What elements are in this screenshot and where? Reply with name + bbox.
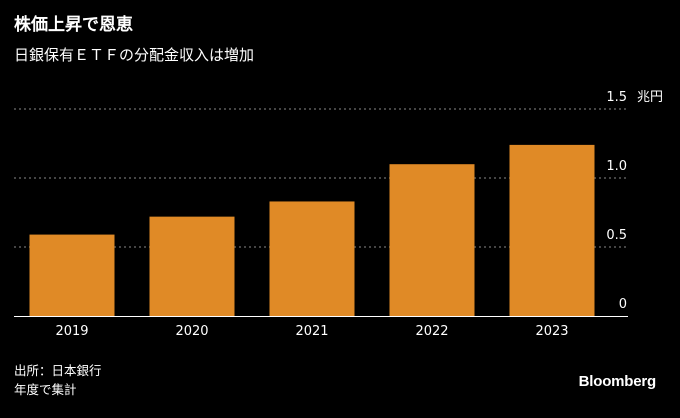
x-tick-label: 2020: [175, 324, 208, 339]
chart-subtitle: 日銀保有ＥＴＦの分配金収入は増加: [14, 46, 255, 64]
bloomberg-logo: Bloomberg: [578, 373, 657, 390]
x-tick-label: 2021: [295, 324, 328, 339]
bars: [29, 144, 595, 316]
bar-2020: [149, 216, 235, 316]
bar-2021: [269, 201, 355, 316]
chart-title: 株価上昇で恩恵: [14, 15, 133, 35]
y-tick-label: 1.0: [606, 159, 627, 174]
y-tick-label: 0.5: [606, 228, 627, 243]
x-tick-label: 2019: [55, 324, 88, 339]
x-tick-label: 2023: [535, 324, 568, 339]
x-tick-label: 2022: [415, 324, 448, 339]
axes: 0 0.5 1.0 1.5 兆円 2019 2020 2021 2022 2023: [14, 90, 663, 339]
y-tick-label: 0: [619, 297, 627, 312]
fiscal-year-note: 年度で集計: [14, 382, 77, 397]
source-note: 出所：日本銀行: [14, 363, 102, 378]
footer-notes: 出所：日本銀行 年度で集計: [14, 361, 102, 399]
y-unit-label: 兆円: [637, 90, 663, 105]
bar-2023: [509, 144, 595, 316]
bar-2019: [29, 234, 115, 316]
bar-2022: [389, 164, 475, 316]
y-tick-label: 1.5: [606, 90, 627, 105]
